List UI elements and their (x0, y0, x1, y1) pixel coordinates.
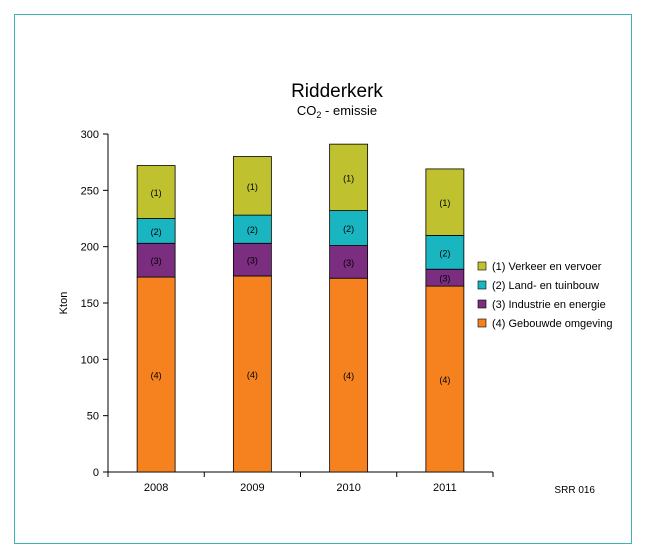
legend-label: (2) Land- en tuinbouw (492, 280, 599, 292)
bar-segment-label: (1) (247, 182, 258, 192)
bar-segment (329, 245, 369, 279)
bar-segment-label: (2) (151, 227, 162, 237)
bar-segment (136, 242, 176, 278)
bar-segment (329, 143, 369, 212)
bar-segment-label: (1) (439, 198, 450, 208)
bar-segment (232, 275, 272, 473)
bar-segment-label: (4) (343, 371, 354, 381)
y-tick-label: 100 (81, 354, 99, 366)
bar-segment (136, 218, 176, 244)
stacked-bar-chart: Ridderkerk CO2 - emissie Kton 0 50 100 150 2… (58, 81, 612, 496)
bar-segment (232, 156, 272, 216)
y-tick-label: 250 (81, 185, 99, 197)
x-tick-label: 2010 (336, 482, 360, 494)
x-tick-label: 2008 (144, 482, 168, 494)
legend-label: (4) Gebouwde omgeving (492, 318, 612, 330)
bar-segment-label: (4) (151, 371, 162, 381)
bar-segment-label: (4) (247, 370, 258, 380)
subtitle-pre: CO (297, 103, 317, 118)
bar-segment-label: (3) (151, 256, 162, 266)
y-tick-label: 0 (93, 467, 99, 479)
bar-segment-label: (2) (343, 224, 354, 234)
footnote: SRR 016 (554, 485, 595, 496)
bar-segment (329, 277, 369, 473)
bar-segment (232, 242, 272, 277)
bar-segment (425, 168, 465, 236)
bar-segment (232, 214, 272, 244)
bar-segment (329, 210, 369, 246)
legend-swatch (477, 280, 487, 290)
bar-segment (136, 276, 176, 473)
legend-swatch (477, 261, 487, 271)
bar-segment-label: (2) (439, 248, 450, 258)
bar-segment (136, 165, 176, 219)
y-tick-label: 300 (81, 129, 99, 141)
chart-subtitle: CO2 - emissie (297, 103, 377, 120)
bar-segment (425, 234, 465, 270)
subtitle-post: - emissie (321, 103, 377, 118)
bar-segment-label: (3) (343, 258, 354, 268)
legend: (1) Verkeer en vervoer (2) Land- en tuinb… (477, 261, 612, 330)
y-tick-label: 150 (81, 298, 99, 310)
y-tick-label: 50 (87, 411, 99, 423)
bar-segment-label: (1) (151, 188, 162, 198)
legend-swatch (477, 318, 487, 328)
subtitle-sub: 2 (316, 110, 321, 120)
bar-segment-label: (2) (247, 225, 258, 235)
bar-segment-label: (3) (439, 274, 450, 284)
legend-swatch (477, 299, 487, 309)
legend-label: (3) Industrie en energie (492, 299, 606, 311)
bar-segment-label: (3) (247, 256, 258, 266)
y-axis-label: Kton (58, 292, 70, 315)
y-tick-label: 200 (81, 242, 99, 254)
x-tick-label: 2011 (433, 482, 457, 494)
bar-segment-label: (4) (439, 375, 450, 385)
x-tick-label: 2009 (240, 482, 264, 494)
legend-label: (1) Verkeer en vervoer (492, 261, 602, 273)
plot-area: 0 50 100 150 200 250 300 2008 2009 2010 2011 (4) (3)… (81, 129, 494, 494)
chart-title: Ridderkerk (291, 81, 383, 102)
chart-frame: Ridderkerk CO2 - emissie Kton 0 50 100 150 2… (14, 14, 632, 544)
bar-segment-label: (1) (343, 173, 354, 183)
